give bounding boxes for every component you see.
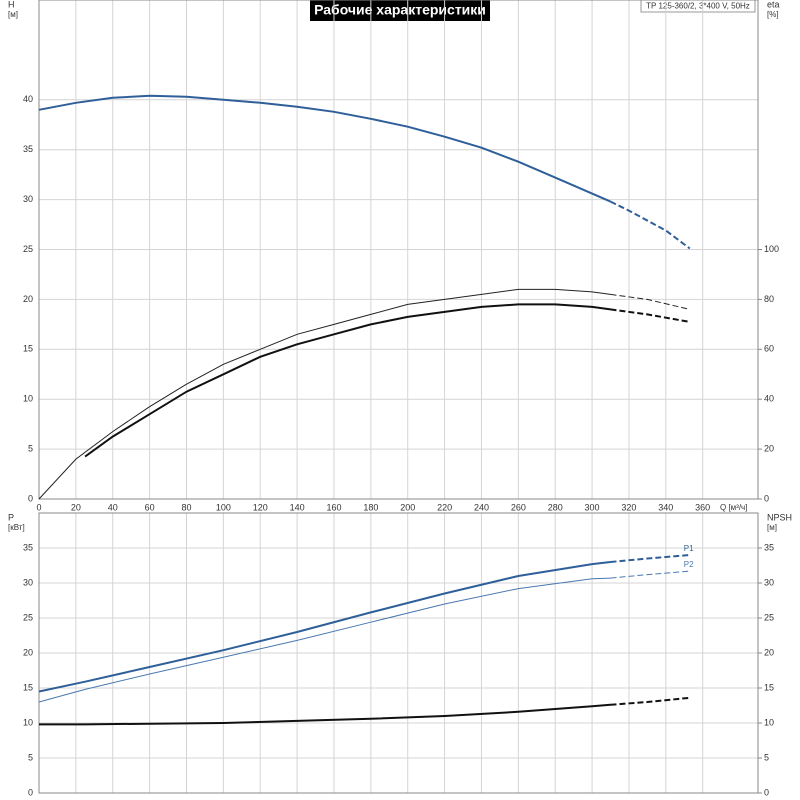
curve — [610, 308, 690, 323]
curve — [610, 570, 690, 579]
curve — [38, 577, 611, 703]
x-tick-label: 80 — [181, 502, 191, 512]
x-tick-label: 0 — [36, 502, 41, 512]
y-tick-label: 30 — [23, 577, 33, 587]
x-tick-label: 300 — [585, 502, 600, 512]
curve — [39, 703, 611, 726]
curve — [38, 561, 611, 693]
y-tick-label: 0 — [28, 493, 33, 503]
y2-tick-label: 80 — [764, 294, 774, 304]
x-tick-label: 140 — [290, 502, 305, 512]
x-tick-label: 340 — [658, 502, 673, 512]
x-tick-label: 120 — [253, 502, 268, 512]
x-tick-label: 60 — [145, 502, 155, 512]
x-tick-label: 20 — [71, 502, 81, 512]
y-tick-label: 20 — [23, 294, 33, 304]
y-axis-label: P — [8, 512, 14, 522]
y2-tick-label: 0 — [764, 493, 769, 503]
x-tick-label: 180 — [363, 502, 378, 512]
y-tick-label: 5 — [28, 752, 33, 762]
y-tick-label: 5 — [28, 443, 33, 453]
chart-subtitle: TP 125-360/2, 3*400 V, 50Hz — [646, 2, 750, 11]
y2-tick-label: 20 — [764, 443, 774, 453]
y2-tick-label: 5 — [764, 752, 769, 762]
y-tick-label: 20 — [23, 647, 33, 657]
y2-axis-label: NPSH — [767, 512, 792, 522]
x-tick-label: 200 — [400, 502, 415, 512]
y-axis-unit: [м] — [8, 10, 18, 19]
y2-tick-label: 100 — [764, 244, 779, 254]
y-tick-label: 35 — [23, 144, 33, 154]
x-axis-label: Q [м³/ч] — [720, 503, 747, 512]
curve — [38, 94, 611, 203]
y2-tick-label: 30 — [764, 577, 774, 587]
x-tick-label: 320 — [621, 502, 636, 512]
y2-tick-label: 35 — [764, 542, 774, 552]
y-tick-label: 10 — [23, 394, 33, 404]
y-tick-label: 0 — [28, 787, 33, 797]
curve — [84, 303, 611, 458]
y-axis-unit: [кВт] — [8, 523, 25, 532]
x-tick-label: 260 — [511, 502, 526, 512]
y2-tick-label: 40 — [764, 394, 774, 404]
x-tick-label: 280 — [548, 502, 563, 512]
curve-label: P2 — [684, 560, 694, 569]
y2-tick-label: 60 — [764, 344, 774, 354]
y-tick-label: 25 — [23, 244, 33, 254]
y-tick-label: 25 — [23, 612, 33, 622]
y2-tick-label: 10 — [764, 717, 774, 727]
y2-axis-unit: [%] — [767, 10, 779, 19]
curve-label: P1 — [684, 544, 694, 553]
x-tick-label: 40 — [108, 502, 118, 512]
plot-frame — [38, 0, 759, 500]
x-tick-label: 240 — [474, 502, 489, 512]
subtitle-box — [640, 0, 756, 13]
chart-title: Рабочие характеристики — [314, 2, 486, 18]
x-tick-label: 360 — [695, 502, 710, 512]
curve — [610, 554, 690, 563]
y-tick-label: 35 — [23, 542, 33, 552]
y-tick-label: 40 — [23, 94, 33, 104]
y2-tick-label: 20 — [764, 647, 774, 657]
y-tick-label: 10 — [23, 717, 33, 727]
curve — [610, 200, 691, 250]
y2-tick-label: 15 — [764, 682, 774, 692]
x-tick-label: 160 — [326, 502, 341, 512]
curve — [610, 696, 690, 706]
plot-frame — [38, 512, 759, 794]
y-axis-label: H — [8, 0, 15, 9]
y-tick-label: 15 — [23, 682, 33, 692]
curve — [38, 288, 611, 500]
y-tick-label: 30 — [23, 194, 33, 204]
x-tick-label: 220 — [437, 502, 452, 512]
y2-axis-label: eta — [767, 0, 780, 9]
y2-axis-unit: [м] — [767, 523, 777, 532]
x-tick-label: 100 — [216, 502, 231, 512]
curve — [610, 293, 690, 310]
y-tick-label: 15 — [23, 344, 33, 354]
y2-tick-label: 25 — [764, 612, 774, 622]
y2-tick-label: 0 — [764, 787, 769, 797]
